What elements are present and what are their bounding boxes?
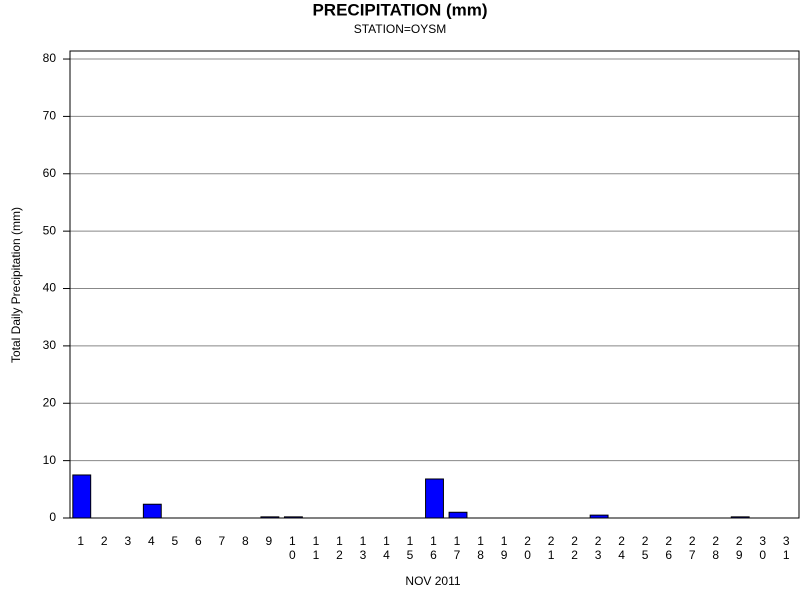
- bar: [425, 478, 444, 519]
- x-tick-label: 2: [101, 534, 108, 548]
- y-tick-label: 50: [43, 223, 57, 237]
- x-tick-label: 1: [77, 534, 84, 548]
- x-tick-label: 9: [266, 534, 273, 548]
- y-tick-label: 40: [43, 281, 57, 295]
- y-tick-label: 60: [43, 166, 57, 180]
- y-tick-label: 20: [43, 395, 57, 409]
- y-tick-label: 30: [43, 338, 57, 352]
- y-tick-label: 0: [49, 510, 56, 524]
- x-tick-label: 3: [124, 534, 131, 548]
- bar: [142, 503, 162, 519]
- x-tick-label: 4: [148, 534, 155, 548]
- bar: [448, 511, 468, 519]
- x-tick-label: 8: [242, 534, 249, 548]
- x-axis-label: NOV 2011: [405, 574, 460, 588]
- plot-border: [69, 50, 800, 519]
- y-tick-label: 70: [43, 109, 57, 123]
- bar: [72, 474, 92, 519]
- chart-title: PRECIPITATION (mm): [312, 0, 487, 19]
- y-tick-label: 80: [43, 51, 57, 65]
- chart-subtitle: STATION=OYSM: [354, 22, 447, 36]
- y-axis-label: Total Daily Precipitation (mm): [9, 207, 23, 363]
- y-tick-label: 10: [43, 453, 57, 467]
- x-tick-label: 7: [219, 534, 226, 548]
- x-tick-label: 6: [195, 534, 202, 548]
- x-tick-label: 5: [171, 534, 178, 548]
